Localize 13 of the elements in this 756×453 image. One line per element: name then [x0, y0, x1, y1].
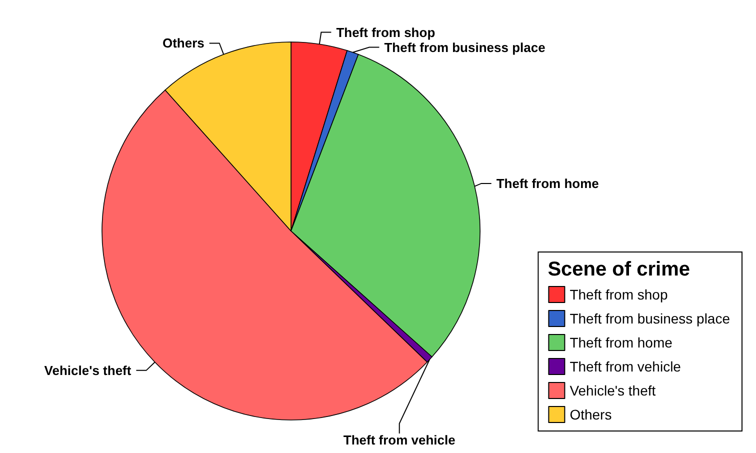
legend-label: Theft from vehicle [570, 358, 682, 374]
slice-label: Theft from shop [336, 24, 436, 40]
legend-label: Theft from shop [570, 286, 668, 302]
slice-label: Vehicle's theft [44, 362, 132, 378]
legend-label: Others [570, 406, 612, 422]
slice-label: Others [162, 36, 204, 51]
legend-label: Vehicle's theft [570, 382, 656, 398]
slice-label: Theft from business place [384, 40, 546, 55]
legend-label: Theft from home [570, 334, 673, 350]
legend-title: Scene of crime [548, 258, 690, 280]
slice-label: Theft from vehicle [343, 432, 456, 448]
slice-label: Theft from home [496, 176, 599, 191]
legend-label: Theft from business place [570, 310, 730, 326]
